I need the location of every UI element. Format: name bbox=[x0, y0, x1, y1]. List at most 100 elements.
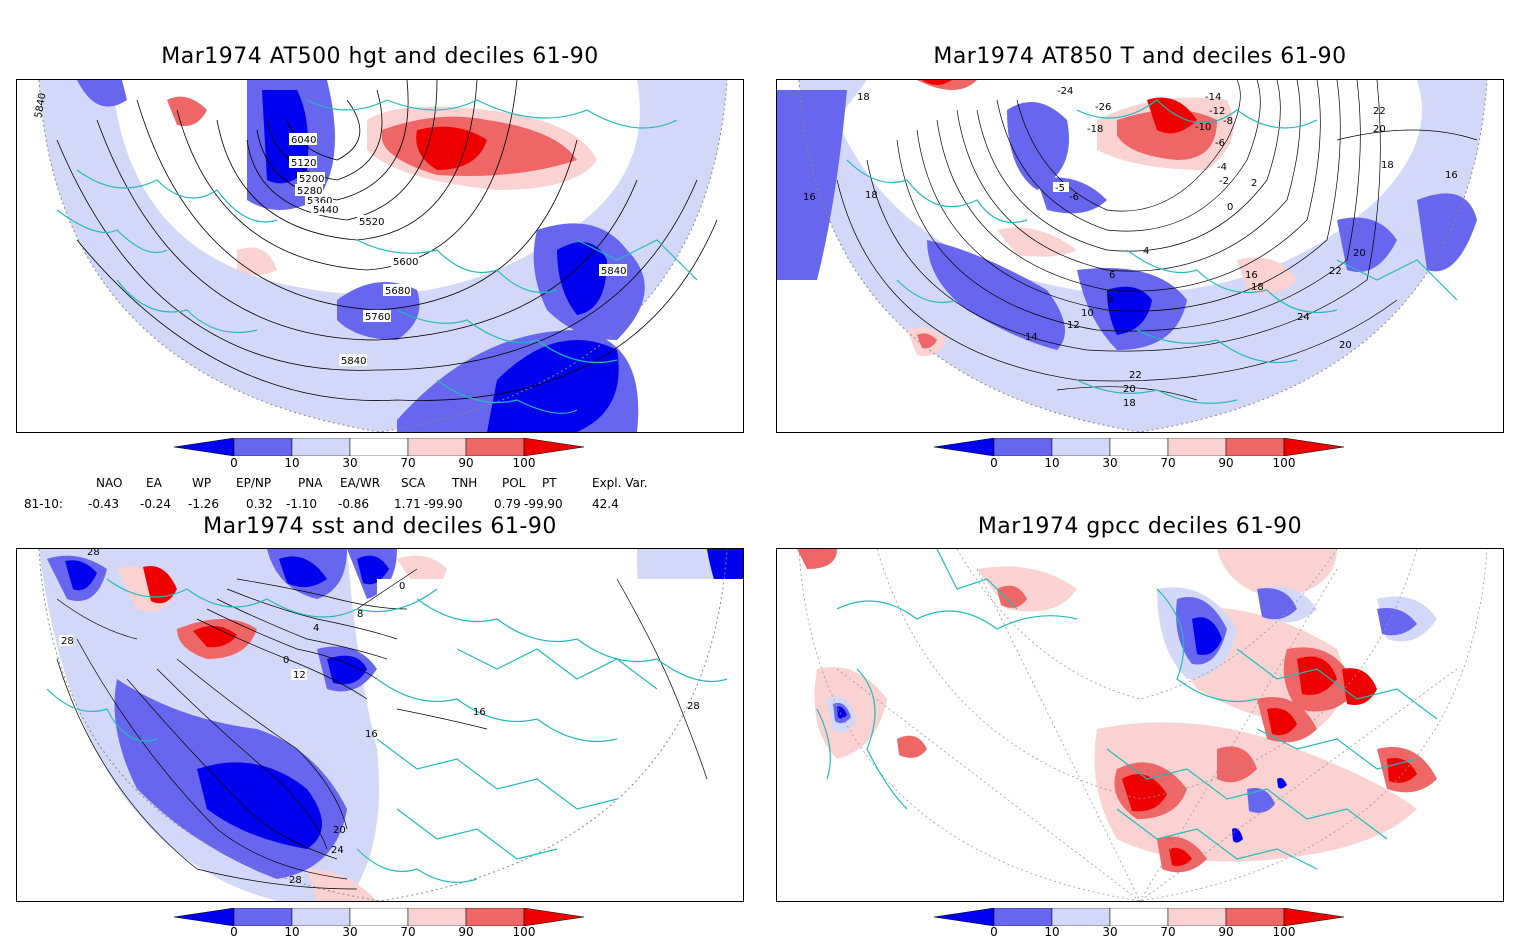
contour-label: -26 bbox=[1095, 102, 1111, 113]
colorbar-tick: 0 bbox=[230, 456, 238, 470]
index-header-pt: PT bbox=[542, 476, 557, 490]
panel-title-gpcc: Mar1974 gpcc deciles 61-90 bbox=[977, 514, 1303, 539]
index-value-pna: -1.10 bbox=[286, 497, 318, 511]
colorbar-lower-arrow bbox=[933, 437, 995, 457]
colorbar-tick: 90 bbox=[458, 456, 474, 470]
colorbar-swatch bbox=[233, 437, 293, 457]
contour-label: -18 bbox=[1087, 124, 1103, 135]
index-value-tnh: -99.90 bbox=[424, 497, 463, 511]
contour-label: -5 bbox=[1055, 183, 1065, 194]
colorbar-swatch bbox=[291, 907, 351, 927]
colorbar-swatch bbox=[993, 437, 1053, 457]
colorbar-tick: 30 bbox=[342, 456, 358, 470]
colorbar-swatches bbox=[933, 437, 1345, 457]
contour-label: 28 bbox=[687, 701, 700, 712]
colorbar-tick: 100 bbox=[512, 925, 536, 939]
contour-label: 18 bbox=[865, 190, 878, 201]
colorbar-swatches bbox=[173, 907, 585, 927]
contour-label: 0 bbox=[283, 655, 289, 666]
colorbar-hgt: 0 10 30 70 90 100 bbox=[173, 437, 585, 478]
contour-label: 8 bbox=[357, 609, 363, 620]
contour-label: 20 bbox=[333, 825, 346, 836]
colorbar-tick: 70 bbox=[1160, 456, 1176, 470]
map-panel-hgt: 5840 6040 5120 5200 5280 5360 5440 5520 … bbox=[16, 79, 744, 433]
colorbar-swatch bbox=[349, 907, 409, 927]
map-panel-sst: 28 28 0 4 8 12 0 16 28 20 24 28 16 bbox=[16, 548, 744, 902]
index-header-explvar: Expl. Var. bbox=[592, 476, 648, 490]
contour-label: 28 bbox=[61, 636, 74, 647]
contour-label: 16 bbox=[1445, 170, 1458, 181]
contour-label: 16 bbox=[1245, 270, 1258, 281]
contour-label: -6 bbox=[1069, 192, 1079, 203]
colorbar-upper-arrow bbox=[1283, 907, 1345, 927]
index-header-ea: EA bbox=[146, 476, 162, 490]
index-value-sca: 1.71 bbox=[394, 497, 421, 511]
colorbar-tick: 90 bbox=[458, 925, 474, 939]
contour-label: 4 bbox=[1143, 246, 1149, 257]
colorbar-tick: 0 bbox=[990, 925, 998, 939]
index-value-epnp: 0.32 bbox=[246, 497, 273, 511]
index-header-eawr: EA/WR bbox=[340, 476, 381, 490]
contour-label: 8 bbox=[1107, 294, 1113, 305]
contour-label: 10 bbox=[1081, 308, 1094, 319]
colorbar-tick: 10 bbox=[1044, 456, 1060, 470]
colorbar-lower-arrow bbox=[173, 437, 235, 457]
contour-label: 5120 bbox=[291, 158, 316, 169]
map-panel-t850: -24 -26 -18 -14 -12 -10 -8 -6 -4 -2 0 -5… bbox=[776, 79, 1504, 433]
colorbar-swatch bbox=[291, 437, 351, 457]
colorbar-tick: 10 bbox=[284, 456, 300, 470]
colorbar-swatches bbox=[173, 437, 585, 457]
index-header-pol: POL bbox=[502, 476, 526, 490]
colorbar-swatch bbox=[1109, 907, 1169, 927]
contour-label: 20 bbox=[1353, 248, 1366, 259]
colorbar-tick: 30 bbox=[1102, 925, 1118, 939]
contour-label: 22 bbox=[1129, 370, 1142, 381]
contour-label: 12 bbox=[1067, 320, 1080, 331]
contour-label: 22 bbox=[1373, 106, 1386, 117]
contour-label: 5440 bbox=[313, 205, 338, 216]
contour-label: 28 bbox=[289, 875, 302, 886]
contour-label: 5760 bbox=[365, 312, 390, 323]
contour-label: 20 bbox=[1339, 340, 1352, 351]
index-header-tnh: TNH bbox=[452, 476, 478, 490]
contour-label: 5520 bbox=[359, 217, 384, 228]
colorbar-tick: 0 bbox=[230, 925, 238, 939]
colorbar-tick: 100 bbox=[1272, 456, 1296, 470]
colorbar-tick: 70 bbox=[400, 456, 416, 470]
colorbar-lower-arrow bbox=[173, 907, 235, 927]
colorbar-sst: 0 10 30 70 90 100 bbox=[173, 907, 585, 940]
colorbar-tick: 90 bbox=[1218, 456, 1234, 470]
colorbar-tick: 0 bbox=[990, 456, 998, 470]
colorbar-upper-arrow bbox=[1283, 437, 1345, 457]
contour-label: 12 bbox=[293, 670, 306, 681]
colorbar-upper-arrow bbox=[523, 437, 585, 457]
contour-label: 0 bbox=[399, 581, 405, 592]
contour-label: 4 bbox=[313, 623, 319, 634]
colorbar-swatch bbox=[1225, 437, 1285, 457]
colorbar-tick: 30 bbox=[342, 925, 358, 939]
contour-label: 24 bbox=[331, 845, 344, 856]
colorbar-swatch bbox=[1225, 907, 1285, 927]
index-value-explvar: 42.4 bbox=[592, 497, 619, 511]
contour-label: 14 bbox=[1025, 332, 1038, 343]
panel-title-hgt: Mar1974 AT500 hgt and deciles 61-90 bbox=[161, 44, 599, 69]
colorbar-swatch bbox=[1051, 907, 1111, 927]
contour-label: -24 bbox=[1057, 86, 1073, 97]
colorbar-swatch bbox=[465, 437, 525, 457]
contour-label: 5680 bbox=[385, 286, 410, 297]
contour-label: 28 bbox=[87, 549, 100, 558]
colorbar-tick: 100 bbox=[512, 456, 536, 470]
contour-label: -6 bbox=[1215, 138, 1225, 149]
colorbar-tick: 70 bbox=[400, 925, 416, 939]
contour-label: 18 bbox=[857, 92, 870, 103]
contour-label: 5840 bbox=[341, 356, 366, 367]
index-value-eawr: -0.86 bbox=[338, 497, 370, 511]
contour-label: 2 bbox=[1251, 178, 1257, 189]
contour-label: 5840 bbox=[601, 266, 626, 277]
colorbar-t850: 0 10 30 70 90 100 bbox=[933, 437, 1345, 478]
contour-label: 0 bbox=[1227, 202, 1233, 213]
colorbar-lower-arrow bbox=[933, 907, 995, 927]
contour-label: 18 bbox=[1381, 160, 1394, 171]
contour-label: -12 bbox=[1209, 106, 1225, 117]
colorbar-tick: 30 bbox=[1102, 456, 1118, 470]
